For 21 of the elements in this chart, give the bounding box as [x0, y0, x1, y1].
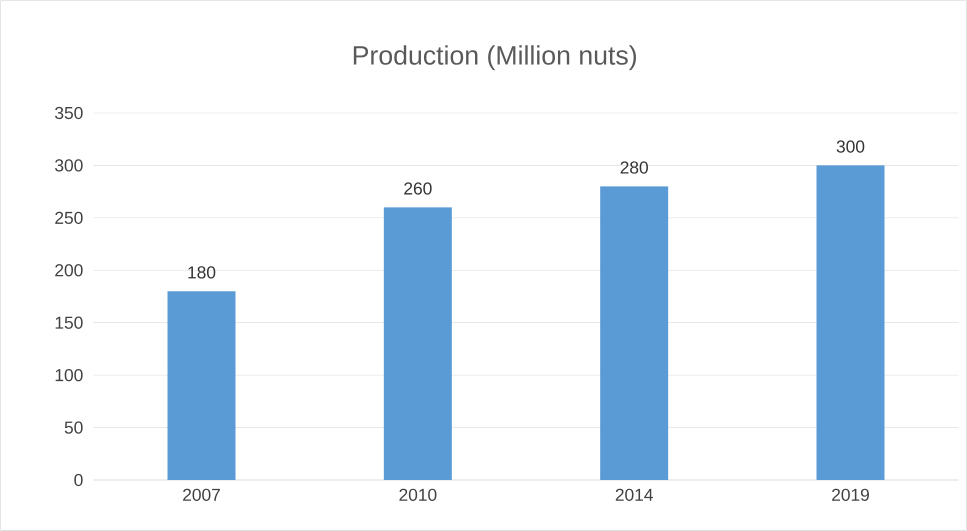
- bar: [384, 207, 452, 480]
- x-tick-label: 2010: [399, 488, 436, 501]
- x-tick-label: 2014: [616, 488, 653, 501]
- bar: [600, 186, 668, 480]
- y-tick-label: 300: [55, 159, 83, 172]
- x-tick-label: 2019: [832, 488, 869, 501]
- data-label: 280: [620, 161, 648, 174]
- bar: [168, 291, 236, 480]
- bar: [816, 165, 884, 480]
- y-tick-label: 350: [55, 106, 83, 120]
- y-tick-label: 50: [64, 421, 83, 434]
- chart-title: Production (Million nuts): [354, 45, 636, 70]
- data-label: 260: [404, 182, 432, 195]
- y-tick-label: 200: [55, 264, 83, 276]
- y-tick-label: 0: [74, 474, 83, 486]
- data-label: 300: [836, 140, 864, 153]
- y-tick-label: 100: [56, 368, 83, 382]
- data-label: 180: [188, 266, 216, 279]
- y-tick-label: 150: [56, 316, 83, 329]
- x-tick-label: 2007: [183, 488, 220, 501]
- y-tick-label: 250: [55, 212, 83, 224]
